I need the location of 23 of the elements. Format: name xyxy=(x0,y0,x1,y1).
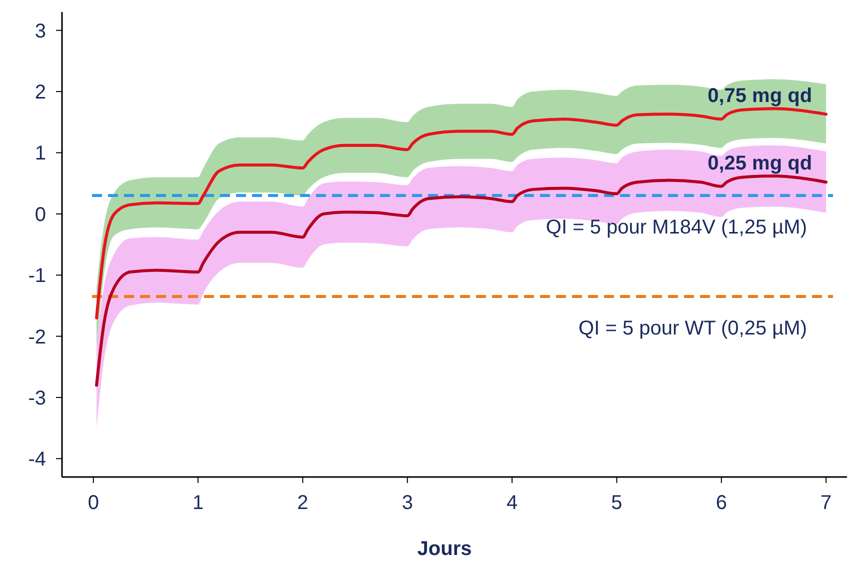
series-label: 0,25 mg qd xyxy=(708,152,812,174)
x-tick-label: 4 xyxy=(506,492,518,514)
annotation: QI = 5 pour WT (0,25 µM) xyxy=(578,318,807,340)
line-series xyxy=(95,107,828,320)
y-tick-label: 2 xyxy=(34,82,46,104)
x-tick-label: 1 xyxy=(192,492,204,514)
x-tick-label: 0 xyxy=(88,492,99,514)
x-tick-label: 7 xyxy=(820,492,832,514)
line-series xyxy=(95,174,828,387)
y-tick-label: 3 xyxy=(34,20,46,42)
x-tick-label: 2 xyxy=(297,492,308,514)
x-tick-label: 6 xyxy=(716,492,727,514)
y-tick-label: -1 xyxy=(28,265,46,288)
y-tick-label: -4 xyxy=(28,448,46,471)
annotation: QI = 5 pour M184V (1,25 µM) xyxy=(546,216,807,239)
x-axis-title: Jours xyxy=(417,538,472,560)
y-tick-label: -3 xyxy=(28,387,46,410)
y-tick-label: 0 xyxy=(34,204,46,226)
series-label: 0,75 mg qd xyxy=(708,85,812,108)
x-tick-label: 5 xyxy=(611,492,622,514)
y-tick-label: 1 xyxy=(34,142,46,165)
y-tick-label: -2 xyxy=(28,326,46,348)
x-tick-label: 3 xyxy=(402,492,413,514)
